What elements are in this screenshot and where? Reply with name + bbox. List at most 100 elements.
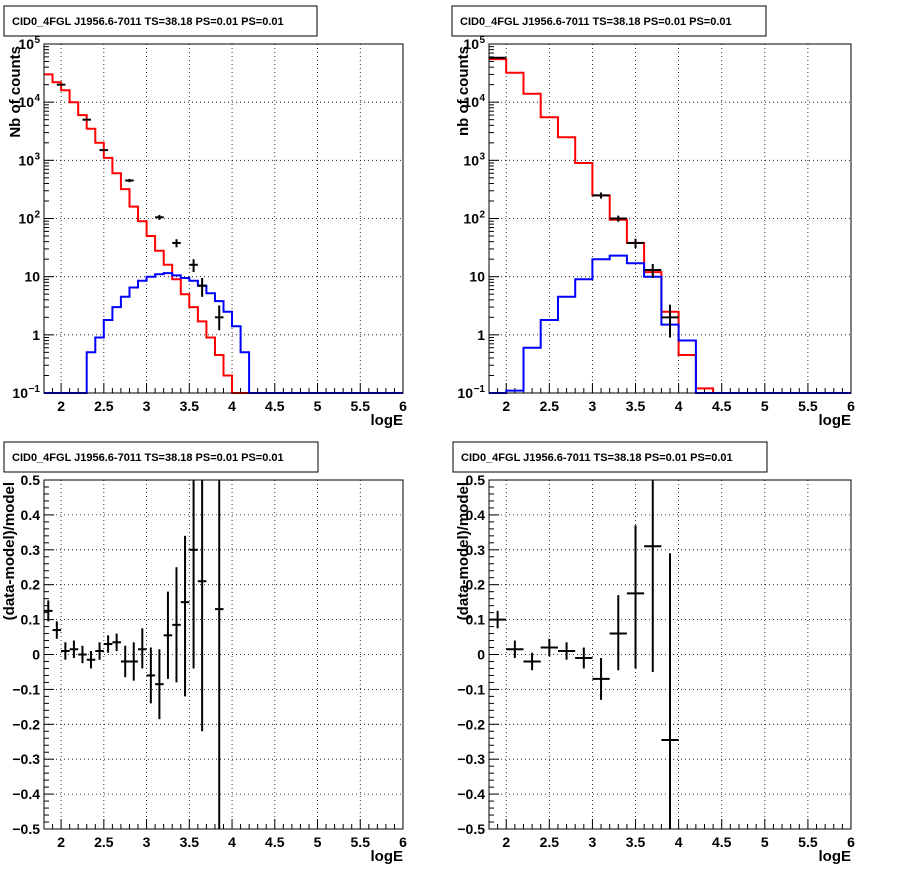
- y-axis-label: nb of counts: [455, 46, 472, 136]
- x-axis-label: logE: [371, 848, 404, 865]
- x-tick-label: 5.5: [798, 834, 818, 850]
- y-tick-label: −0.5: [457, 821, 485, 837]
- data-point: [189, 480, 198, 669]
- data-point: [506, 640, 524, 658]
- x-tick-label: 4.5: [712, 398, 732, 414]
- plot-frame: [488, 479, 852, 830]
- data-point: [540, 638, 558, 657]
- y-tick-exponent: 2: [34, 210, 40, 221]
- grid-lines: [44, 44, 403, 393]
- x-tick-label: 5.5: [798, 398, 818, 414]
- y-tick-exponent: 3: [479, 151, 485, 162]
- chart-panel-2: CID0_4FGL J1956.6-7011 TS=38.18 PS=0.01 …: [451, 5, 855, 429]
- y-tick-label: 10: [463, 36, 479, 52]
- data-point: [609, 595, 627, 671]
- y-tick-label: 10: [24, 269, 40, 285]
- x-tick-label: 2.5: [540, 834, 560, 850]
- x-tick-label: 3: [589, 398, 597, 414]
- y-tick-exponent: −1: [474, 384, 486, 395]
- data-point: [626, 238, 645, 249]
- y-tick-exponent: −1: [29, 384, 41, 395]
- data-point: [155, 214, 164, 220]
- data-point: [44, 600, 53, 622]
- y-tick-label: −0.2: [457, 716, 485, 732]
- data-point: [661, 553, 679, 829]
- x-tick-label: 6: [399, 834, 407, 850]
- data-point: [95, 642, 104, 660]
- data-point: [609, 215, 627, 222]
- x-tick-label: 3: [143, 398, 151, 414]
- y-tick-label: 10: [12, 385, 28, 401]
- data-points: [489, 480, 679, 829]
- data-point: [138, 628, 147, 669]
- data-point: [523, 652, 541, 671]
- y-tick-label: 10: [463, 211, 479, 227]
- data-point: [575, 647, 593, 669]
- y-tick-label: 1: [32, 327, 40, 343]
- y-tick-exponent: 2: [479, 210, 485, 221]
- data-point: [129, 642, 139, 681]
- chart-title-box: CID0_4FGL J1956.6-7011 TS=38.18 PS=0.01 …: [452, 441, 768, 473]
- data-point: [99, 149, 109, 152]
- axis-ticks: [43, 43, 404, 394]
- y-tick-label: 0.3: [21, 542, 41, 558]
- x-tick-label: 3.5: [180, 398, 200, 414]
- axis-ticks: [43, 479, 404, 830]
- data-points: [44, 480, 224, 829]
- data-point: [189, 259, 198, 273]
- plot-frame: [43, 479, 404, 830]
- data-point: [103, 635, 113, 653]
- histogram-series-red: [489, 58, 851, 394]
- chart-panel-3: CID0_4FGL J1956.6-7011 TS=38.18 PS=0.01 …: [1, 441, 407, 865]
- y-tick-label: 0.4: [21, 507, 41, 523]
- y-tick-exponent: 5: [479, 35, 485, 46]
- data-point: [644, 480, 662, 672]
- x-tick-label: 3.5: [626, 834, 646, 850]
- data-point: [52, 621, 62, 639]
- y-tick-label: 10: [469, 269, 485, 285]
- data-point: [197, 277, 207, 297]
- x-axis-label: logE: [819, 848, 852, 865]
- data-point: [78, 645, 87, 664]
- y-tick-label: −0.5: [12, 821, 40, 837]
- y-tick-label: 10: [457, 385, 473, 401]
- chart-panel-1: CID0_4FGL J1956.6-7011 TS=38.18 PS=0.01 …: [3, 5, 407, 429]
- y-tick-label: 0: [32, 647, 40, 663]
- data-point: [56, 83, 66, 86]
- data-point: [214, 480, 224, 829]
- axis-ticks: [488, 479, 852, 830]
- title-frame: [3, 441, 319, 473]
- y-tick-label: 0.1: [466, 612, 486, 628]
- y-tick-label: 10: [18, 211, 34, 227]
- y-tick-exponent: 4: [479, 93, 485, 104]
- data-point: [146, 647, 156, 704]
- y-tick-label: 0.4: [466, 507, 486, 523]
- x-tick-label: 2.5: [94, 834, 114, 850]
- x-tick-label: 4.5: [265, 834, 285, 850]
- y-tick-label: 0: [477, 647, 485, 663]
- data-point: [61, 642, 70, 660]
- title-frame: [452, 441, 768, 473]
- tick-labels: 2 2.5 3 3.5 4 4.5 5 5.5 6 −0.5 −0.4 −0.3 −0.2 −0.1 0 0.…: [457, 472, 855, 850]
- x-tick-label: 6: [399, 398, 407, 414]
- data-points: [489, 56, 679, 338]
- x-tick-label: 3.5: [180, 834, 200, 850]
- y-tick-label: 0.2: [21, 577, 41, 593]
- data-point: [155, 649, 164, 720]
- x-tick-label: 4: [675, 834, 683, 850]
- x-tick-label: 6: [847, 398, 855, 414]
- chart-title: CID0_4FGL J1956.6-7011 TS=38.18 PS=0.01 …: [461, 452, 733, 464]
- y-tick-exponent: 5: [34, 35, 40, 46]
- x-tick-label: 5: [761, 834, 769, 850]
- y-tick-label: 0.3: [466, 542, 486, 558]
- y-axis-label: (data-model)/model: [455, 482, 472, 620]
- x-tick-label: 4.5: [712, 834, 732, 850]
- x-axis-label: logE: [371, 412, 404, 429]
- y-axis-label: Nb of counts: [7, 46, 24, 138]
- chart-title: CID0_4FGL J1956.6-7011 TS=38.18 PS=0.01 …: [460, 16, 732, 28]
- data-point: [557, 642, 576, 660]
- y-tick-label: 10: [18, 152, 34, 168]
